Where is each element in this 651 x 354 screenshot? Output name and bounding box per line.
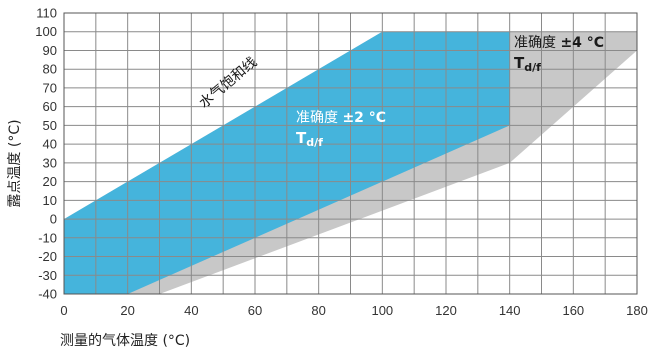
y-tick-label: 80 — [43, 62, 57, 77]
x-tick-label: 60 — [248, 303, 262, 318]
y-tick-label: 70 — [43, 80, 57, 95]
y-tick-label: 30 — [43, 155, 57, 170]
saturation-line-label: 水气饱和线 — [196, 54, 260, 111]
y-axis-title: 露点温度 (°C) — [7, 119, 23, 207]
x-axis-title: 测量的气体温度 (°C) — [60, 333, 190, 349]
label-accuracy-2c-accuracy: 准确度 ±2 °C — [296, 110, 386, 126]
label-accuracy-2c: 准确度 ±2 °C Td/f — [296, 110, 386, 149]
plot-frame — [63, 12, 638, 295]
x-tick-label: 120 — [435, 303, 457, 318]
y-tick-label: 20 — [43, 174, 57, 189]
y-tick-label: 60 — [43, 99, 57, 114]
x-tick-label: 80 — [311, 303, 325, 318]
y-tick-label: 90 — [43, 43, 57, 58]
label-accuracy-4c: 准确度 ±4 °C Td/f — [514, 35, 604, 74]
y-tick-label: 10 — [43, 193, 57, 208]
x-tick-label: 0 — [60, 303, 67, 318]
x-tick-label: 100 — [371, 303, 393, 318]
x-tick-label: 40 — [184, 303, 198, 318]
label-accuracy-2c-symbol: Td/f — [296, 129, 323, 149]
label-accuracy-4c-symbol: Td/f — [514, 54, 541, 74]
y-tick-label: 110 — [36, 6, 57, 21]
y-tick-label: 0 — [50, 212, 57, 227]
x-tick-label: 160 — [562, 303, 584, 318]
label-accuracy-4c-accuracy: 准确度 ±4 °C — [514, 35, 604, 51]
y-tick-label: -10 — [38, 230, 57, 245]
y-tick-label: -30 — [38, 268, 57, 283]
y-tick-label: 40 — [43, 137, 57, 152]
y-tick-label: 50 — [43, 118, 57, 133]
x-tick-label: 140 — [499, 303, 521, 318]
y-tick-label: -20 — [38, 249, 57, 264]
y-tick-label: -40 — [38, 287, 57, 302]
x-tick-label: 180 — [626, 303, 648, 318]
x-tick-label: 20 — [120, 303, 134, 318]
y-tick-label: 100 — [35, 24, 57, 39]
